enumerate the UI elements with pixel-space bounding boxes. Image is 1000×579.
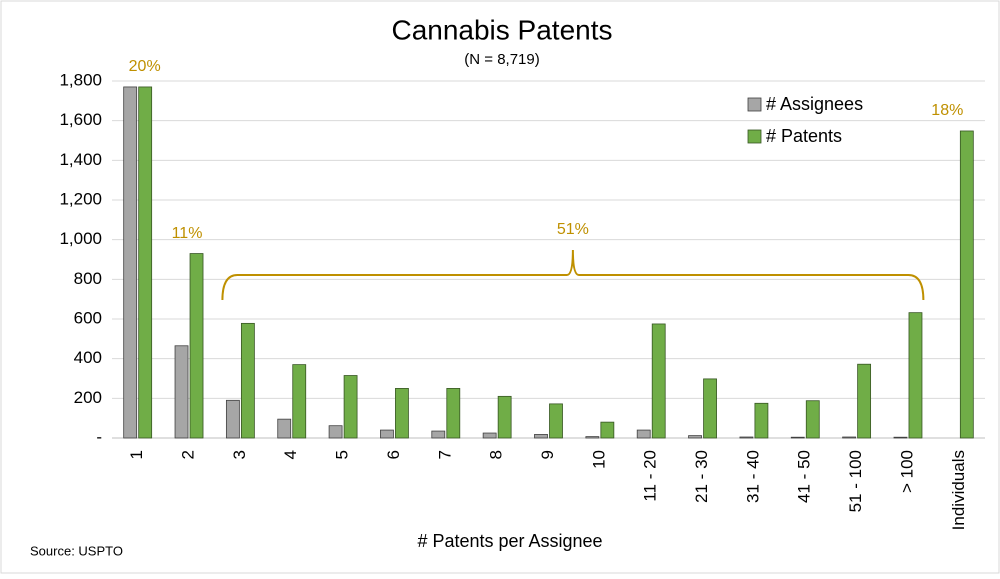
x-tick-label: 21 - 30 xyxy=(692,450,711,503)
bar xyxy=(600,421,615,439)
bar xyxy=(534,434,548,439)
chart-title: Cannabis Patents xyxy=(391,14,612,45)
bar xyxy=(549,403,563,439)
y-tick-label: 1,800 xyxy=(59,70,102,89)
y-tick-label: 400 xyxy=(74,348,102,367)
bar xyxy=(380,429,394,439)
bar xyxy=(754,402,769,439)
annotation: 20% xyxy=(129,58,161,75)
bar xyxy=(842,436,857,439)
bar xyxy=(482,432,497,439)
bar xyxy=(343,375,358,439)
bar xyxy=(240,322,255,439)
legend-label: # Patents xyxy=(766,126,842,146)
y-tick-label: 1,400 xyxy=(59,150,102,169)
x-tick-label: 7 xyxy=(435,450,454,459)
y-tick-label: 1,200 xyxy=(59,189,102,208)
brace xyxy=(221,249,925,301)
bar xyxy=(805,400,820,439)
x-tick-label: Individuals xyxy=(949,450,968,530)
x-tick-label: 5 xyxy=(333,450,352,459)
chart-subtitle: (N = 8,719) xyxy=(464,51,539,68)
bar xyxy=(959,130,974,439)
x-tick-label: 3 xyxy=(230,450,249,459)
x-tick-label: 51 - 100 xyxy=(846,450,865,512)
y-tick-label: - xyxy=(96,427,102,446)
legend-swatch xyxy=(747,129,762,144)
x-tick-label: 8 xyxy=(487,450,506,459)
bar xyxy=(277,418,292,439)
bar xyxy=(138,86,153,439)
bar xyxy=(225,399,240,439)
bar xyxy=(174,345,189,439)
x-tick-label: 6 xyxy=(384,450,403,459)
bar xyxy=(790,436,805,439)
bar xyxy=(739,436,754,439)
bar xyxy=(497,395,512,439)
legend-label: # Assignees xyxy=(766,94,863,114)
x-axis-label: # Patents per Assignee xyxy=(417,531,602,551)
legend-swatch xyxy=(747,97,762,112)
bar xyxy=(651,323,666,439)
bar xyxy=(636,429,651,439)
bar xyxy=(893,436,908,439)
annotation: 18% xyxy=(931,102,963,119)
bar xyxy=(857,363,872,439)
x-tick-label: 1 xyxy=(127,450,146,459)
x-tick-label: 11 - 20 xyxy=(641,450,660,502)
bar xyxy=(123,86,138,439)
y-tick-label: 600 xyxy=(74,308,102,327)
y-tick-label: 200 xyxy=(74,388,102,407)
bar xyxy=(189,253,204,439)
x-tick-label: 10 xyxy=(589,450,608,469)
source: Source: USPTO xyxy=(30,543,123,558)
annotation: 51% xyxy=(557,221,589,238)
bar xyxy=(328,425,343,439)
bar xyxy=(585,436,600,439)
x-tick-label: 2 xyxy=(179,450,198,459)
x-tick-label: 41 - 50 xyxy=(795,450,814,503)
y-tick-label: 1,000 xyxy=(59,229,102,248)
bar xyxy=(395,388,409,439)
bar xyxy=(431,430,446,439)
y-tick-label: 800 xyxy=(74,269,102,288)
bar xyxy=(446,388,461,439)
bar xyxy=(908,312,923,439)
bar xyxy=(688,435,702,439)
x-tick-label: 9 xyxy=(538,450,557,459)
x-tick-label: 31 - 40 xyxy=(743,450,762,503)
y-tick-label: 1,600 xyxy=(59,110,102,129)
x-tick-label: 4 xyxy=(281,450,300,459)
bar xyxy=(292,364,307,439)
annotation: 11% xyxy=(172,225,203,242)
x-tick-label: > 100 xyxy=(897,450,916,493)
bar xyxy=(703,378,717,439)
